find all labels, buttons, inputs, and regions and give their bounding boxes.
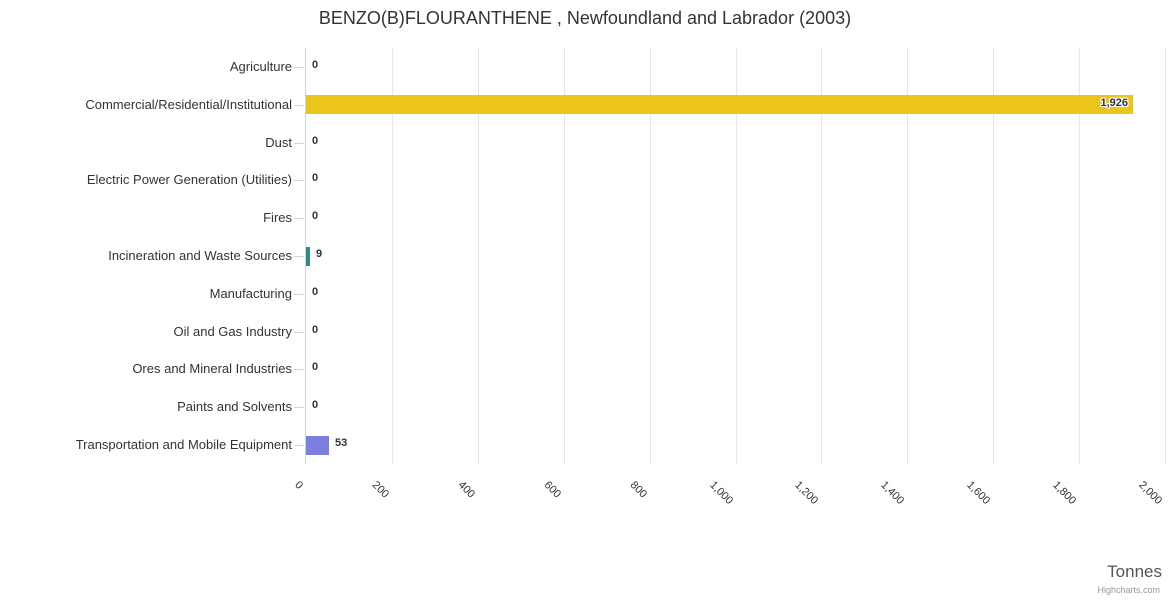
highcharts-credit-link[interactable]: Highcharts.com (1097, 585, 1160, 595)
x-axis-tick-label: 200 (369, 479, 392, 501)
category-label: Incineration and Waste Sources (108, 248, 292, 263)
category-label: Agriculture (229, 58, 292, 74)
chart-title: BENZO(B)FLOURANTHENE , Newfoundland and … (318, 8, 852, 28)
x-axis-tick-label: 0 (292, 479, 306, 492)
bar-incineration-and-waste-sources[interactable] (306, 247, 310, 266)
x-axis-tick-label: 800 (627, 479, 650, 501)
data-label: 0 (312, 361, 319, 373)
data-label: 1,926 (1100, 97, 1128, 109)
category-tick-mark (294, 294, 304, 295)
category-label: Paints and Solvents (177, 399, 292, 415)
category-label: Ores and Mineral Industries (132, 361, 292, 377)
category-label: Commercial/Residential/Institutional (85, 96, 292, 112)
category-tick-mark (294, 407, 304, 408)
x-axis-tick-label: 1,600 (964, 479, 993, 507)
gridline (993, 48, 994, 464)
category-tick-mark (294, 143, 304, 144)
category-tick-mark (294, 445, 304, 446)
data-label: 0 (312, 399, 319, 411)
gridline (736, 48, 737, 464)
category-tick-mark (294, 218, 304, 219)
category-tick-mark (294, 256, 304, 257)
bar-commercial-residential-institutional[interactable] (306, 95, 1133, 114)
gridline (478, 48, 479, 464)
gridline (1079, 48, 1080, 464)
category-label: Oil and Gas Industry (173, 323, 293, 339)
gridline (392, 48, 393, 464)
bar-transportation-and-mobile-equipment[interactable] (306, 436, 329, 455)
data-label: 0 (312, 59, 319, 71)
gridline (907, 48, 908, 464)
gridline (564, 48, 565, 464)
gridline (821, 48, 822, 464)
x-axis-tick-label: 1,800 (1050, 479, 1079, 507)
gridline (650, 48, 651, 464)
data-label: 0 (312, 172, 319, 184)
data-label: 53 (335, 437, 348, 449)
category-label: Manufacturing (209, 285, 292, 301)
data-label: 0 (312, 210, 319, 222)
category-tick-mark (294, 105, 304, 106)
category-label: Dust (265, 134, 292, 150)
x-axis-tick-label: 2,000 (1136, 479, 1165, 507)
x-axis-title: Tonnes (1107, 562, 1162, 581)
category-tick-mark (294, 369, 304, 370)
x-axis-tick-label: 1,200 (792, 479, 821, 507)
x-axis-tick-label: 600 (541, 479, 564, 501)
data-label: 0 (312, 135, 319, 147)
category-label: Electric Power Generation (Utilities) (86, 172, 292, 188)
plot-area (305, 48, 1166, 464)
data-label: 0 (312, 324, 319, 336)
category-tick-mark (294, 180, 304, 181)
category-tick-mark (294, 332, 304, 333)
category-label: Fires (263, 210, 292, 226)
category-label: Transportation and Mobile Equipment (75, 437, 292, 453)
x-axis-tick-label: 400 (455, 479, 478, 501)
x-axis-tick-label: 1,000 (707, 479, 736, 507)
x-axis-tick-label: 1,400 (878, 479, 907, 507)
data-label: 9 (316, 248, 323, 260)
gridline (1165, 48, 1166, 464)
category-tick-mark (294, 67, 304, 68)
data-label: 0 (312, 286, 319, 298)
